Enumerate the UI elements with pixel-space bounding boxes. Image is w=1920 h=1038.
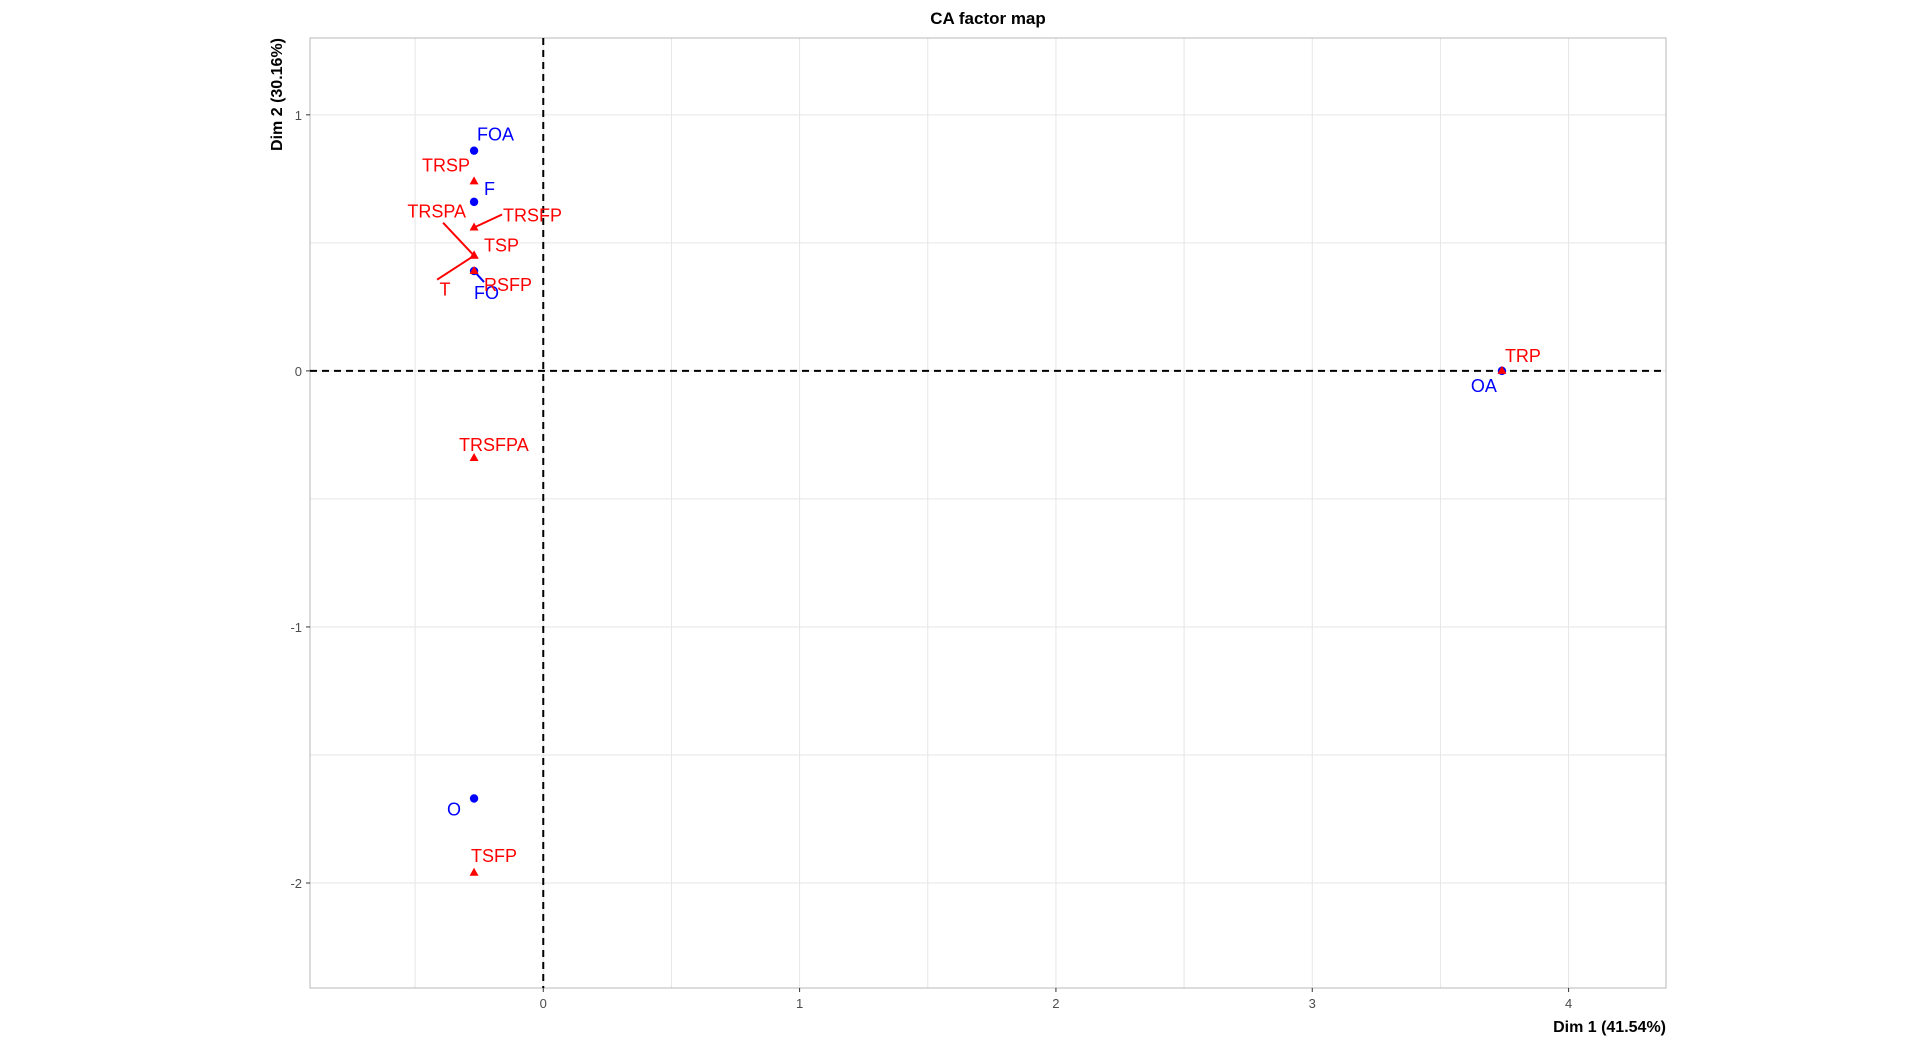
point-trsp: [469, 176, 479, 185]
point-labels: FOA F FO OA O TRSP TRSPA TRSFP TSP RSFP T TRP TRSFPA…: [407, 125, 1541, 866]
x-tick-label: 2: [1052, 996, 1059, 1011]
point-rsfp: [469, 266, 479, 275]
label-trp: TRP: [1505, 346, 1541, 366]
point-trsfpa: [469, 452, 479, 461]
y-tick-label: -1: [290, 620, 302, 635]
point-t: [469, 250, 479, 259]
x-tick-label: 4: [1565, 996, 1572, 1011]
point-o: [469, 794, 479, 803]
label-tsp: TSP: [484, 236, 519, 256]
plot-panel-border: [309, 37, 1667, 989]
x-tick-label: 3: [1309, 996, 1316, 1011]
reference-lines: [310, 38, 1666, 988]
x-tick-label: 1: [796, 996, 803, 1011]
data-points: [469, 146, 1507, 876]
grid-layer: [310, 38, 1666, 988]
leader-line-trsfp: [473, 213, 503, 229]
label-trsp: TRSP: [422, 155, 470, 175]
point-trsfp: [469, 222, 479, 231]
point-foa: [469, 146, 479, 155]
label-rsfp: RSFP: [484, 275, 532, 295]
y-tick-label: 0: [295, 364, 302, 379]
label-tsfp: TSFP: [471, 846, 517, 866]
x-tick-label: 0: [540, 996, 547, 1011]
label-f: F: [484, 179, 495, 199]
label-fo: FO: [474, 283, 499, 303]
y-tick-label: -2: [290, 876, 302, 891]
label-o: O: [447, 800, 461, 820]
y-tick-label: 1: [295, 108, 302, 123]
point-trp: [1497, 365, 1507, 374]
point-f: [469, 197, 479, 207]
leader-line-t: [436, 254, 475, 281]
leader-line-trspa: [442, 221, 475, 257]
label-trspa: TRSPA: [407, 202, 466, 222]
chart-title: CA factor map: [930, 9, 1046, 28]
y-axis-label: Dim 2 (30.16%): [269, 38, 286, 151]
axis-ticks: 0 1 2 3 4 1 0 -1 -2: [290, 108, 1572, 1011]
point-tsfp: [469, 867, 479, 876]
x-axis-label: Dim 1 (41.54%): [1553, 1019, 1666, 1036]
label-trsfp: TRSFP: [503, 205, 562, 225]
label-t: T: [440, 280, 451, 300]
label-foa: FOA: [477, 125, 514, 145]
label-trsfpa: TRSFPA: [459, 435, 529, 455]
label-oa: OA: [1471, 376, 1497, 396]
